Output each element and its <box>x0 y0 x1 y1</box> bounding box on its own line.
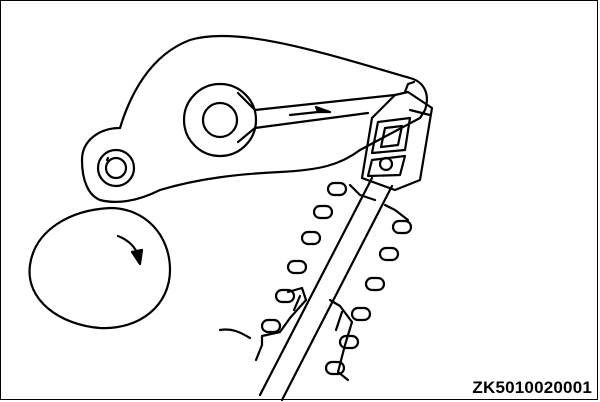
roller <box>96 148 136 188</box>
valve-stem-seal <box>218 286 354 382</box>
cam-rotation-arrow <box>116 234 144 266</box>
valve-stem <box>258 176 410 402</box>
oil-flow-arrow <box>288 105 332 117</box>
rocker-arm <box>80 34 428 204</box>
rocker-shaft <box>182 82 397 158</box>
valve-spring <box>260 181 413 376</box>
figure-code: ZK5010020001 <box>470 378 594 398</box>
hydraulic-lash-adjuster <box>360 80 434 192</box>
cam-lobe <box>28 206 172 330</box>
